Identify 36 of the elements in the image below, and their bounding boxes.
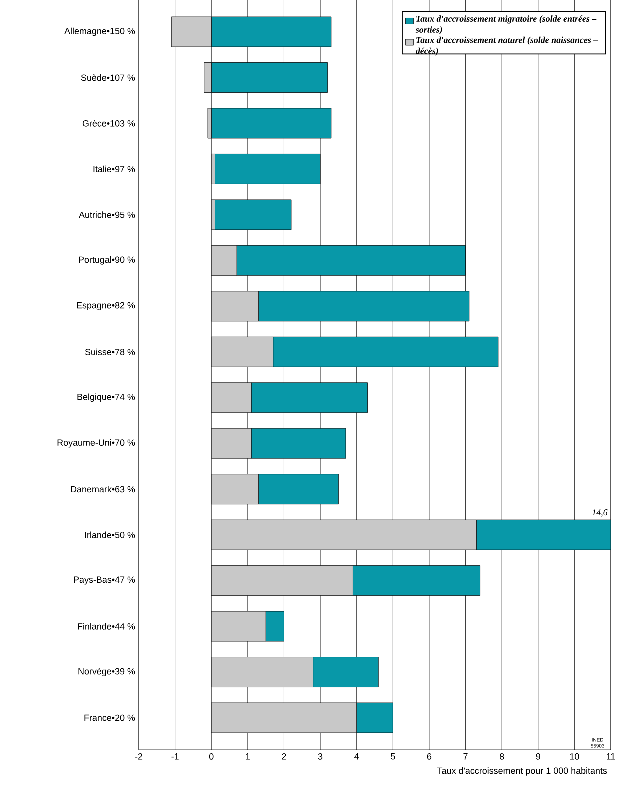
x-tick-label: -2 [135, 754, 143, 760]
y-tick-label: Suède•107 % [81, 74, 136, 82]
x-tick-label: 7 [464, 754, 468, 760]
annotation: 14,6 [592, 510, 608, 517]
bar [215, 200, 292, 230]
x-axis-title: Taux d'accroissement pour 1 000 habitants [438, 768, 608, 776]
x-tick-label: -1 [172, 754, 179, 760]
x-tick-label: 1 [246, 754, 250, 760]
y-tick-label: Allemagne•150 % [64, 28, 136, 36]
legend-label: Taux d'accroissement migratoire (solde entrées – sorties) [416, 16, 597, 35]
x-tick-label: 3 [318, 754, 323, 760]
y-tick-label: Belgique•74 % [78, 394, 136, 402]
y-tick-label: Italie•97 % [94, 166, 136, 173]
y-tick-label: Irlande•50 % [85, 532, 136, 538]
y-tick-label: Suisse•78 % [85, 348, 136, 356]
x-tick-label: 9 [536, 754, 540, 760]
bar [215, 154, 321, 184]
x-tick-label: 10 [570, 754, 580, 760]
y-tick-label: Grèce•103 % [82, 120, 136, 127]
x-tick-label: 8 [500, 754, 504, 760]
y-tick-label: Portugal•90 % [79, 256, 136, 265]
y-tick-label: France•20 % [84, 714, 136, 722]
y-tick-label: Autriche•95 % [79, 212, 136, 218]
x-tick-label: 2 [282, 754, 286, 760]
y-tick-label: Finlande•44 % [78, 623, 136, 630]
y-tick-label: Norvège•39 % [78, 668, 136, 676]
x-tick-label: 5 [391, 754, 396, 760]
bar [211, 108, 332, 139]
y-tick-label: Espagne•82 % [77, 302, 136, 310]
y-tick-label: Danemark•63 % [71, 486, 136, 493]
y-tick-label: Pays-Bas•47 % [74, 576, 136, 585]
x-tick-label: 4 [354, 754, 360, 760]
x-tick-label: 11 [607, 754, 616, 760]
x-tick-label: 0 [209, 754, 214, 760]
y-tick-label: Royaume-Uni•70 % [58, 439, 136, 448]
x-tick-label: 6 [427, 754, 432, 760]
